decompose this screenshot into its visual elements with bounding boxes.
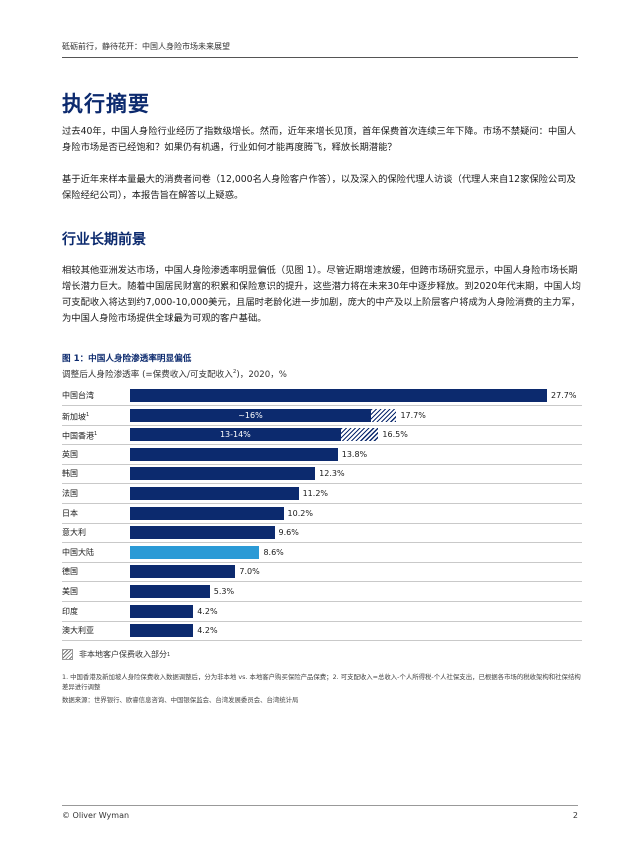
value-label: 10.2% [287,508,313,518]
legend-sup: 1 [167,651,171,658]
category-label: 中国台湾 [62,389,94,402]
bar [130,506,284,520]
row-divider [62,522,582,524]
category-label-text: 美国 [62,587,78,596]
category-label-text: 法国 [62,489,78,498]
running-header: 砥砺前行，静待花开：中国人身险市场未来展望 [62,42,230,51]
value-label: 17.7% [400,410,426,420]
category-label: 中国大陆 [62,546,94,559]
value-label: 12.3% [319,469,345,479]
row-divider [62,640,582,642]
row-divider [62,601,582,602]
local-share-label: 13-14% [219,430,251,440]
bar [130,585,210,598]
section-title: 行业长期前景 [62,232,146,248]
value-label: 4.2% [197,626,218,636]
non-local-hatch-segment [340,428,379,442]
category-label-text: 印度 [62,606,78,616]
value-label: 9.6% [278,528,299,538]
value-label: 4.2% [197,606,218,616]
category-label-text: 中国台湾 [62,391,94,400]
bar: 13-14% [130,428,379,442]
row-divider [62,561,582,563]
figure-footnote: 1. 中国香港及新加坡人身险保费收入数据调整后，分为非本地 vs. 本地客户购买… [62,673,581,691]
chart-legend: 非本地客户保费收入部分 1 [62,649,170,660]
bar [130,467,316,481]
category-label-text: 澳大利亚 [62,626,94,636]
non-local-hatch-segment [370,408,397,422]
category-label: 法国 [62,487,78,500]
category-label-text: 日本 [62,508,78,518]
intro-paragraph-2: 基于近年来样本量最大的消费者问卷（12,000名人身险客户作答），以及深入的保险… [62,174,576,201]
category-footnote-marker: 1 [86,411,90,418]
category-label: 印度 [62,605,78,618]
figure-subtitle: 调整后人身险渗透率 (=保费收入/可支配收入2)，2020，% [62,368,287,380]
data-source: 数据来源：世界银行、欧睿信息咨询、中国银保监会、台湾发展委员会、台湾统计局 [62,696,299,704]
value-label: 5.3% [213,587,235,596]
category-label-text: 德国 [62,567,78,577]
row-divider [62,503,582,504]
category-label: 英国 [62,448,78,461]
intro-paragraph-1: 过去40年，中国人身险行业经历了指数级增长。然而，近年来增长见顶，首年保费首次连… [62,126,576,153]
category-label-text: 新加坡 [62,412,86,422]
value-label: 16.5% [382,430,408,440]
value-label: 13.8% [341,449,368,459]
row-divider [62,424,582,426]
bar [130,389,547,402]
value-label: 8.6% [263,547,284,557]
category-label: 美国 [62,585,78,598]
footer-copyright: © Oliver Wyman [62,811,130,820]
bar [130,487,299,500]
category-label-text: 中国大陆 [62,547,94,557]
value-label: 27.7% [551,391,577,400]
row-divider [62,463,582,465]
bar [130,624,194,638]
figure-title: 图 1：中国人身险渗透率明显偏低 [62,354,192,364]
footer-divider [62,805,578,806]
legend-label: 非本地客户保费收入部分 [79,650,167,659]
row-divider [62,444,582,446]
bar [130,545,260,559]
category-label-text: 中国香港 [62,431,94,441]
header-divider [62,57,578,58]
local-share-label: ~16% [238,410,263,420]
row-divider [62,483,582,485]
row-divider [62,405,582,406]
row-divider [62,581,582,583]
hatch-swatch-icon [62,649,73,660]
row-divider [62,620,582,622]
bar [130,447,338,461]
category-footnote-marker: 1 [94,431,98,438]
category-label-text: 意大利 [62,528,86,538]
section-paragraph: 相较其他亚洲发达市场，中国人身险渗透率明显偏低（见图 1）。尽管近期增速放缓，但… [62,265,581,324]
category-label: 澳大利亚 [62,624,94,637]
category-label: 韩国 [62,467,78,480]
category-label: 德国 [62,565,78,578]
bar [130,565,236,579]
figure-subtitle-sup: 2 [232,369,237,376]
category-label: 中国香港1 [62,428,97,443]
category-label: 意大利 [62,526,86,539]
category-label: 新加坡1 [62,409,89,424]
category-label-text: 韩国 [62,469,78,479]
category-label-text: 英国 [62,449,78,459]
figure-subtitle-main: 调整后人身险渗透率 (=保费收入/可支配收入 [62,370,233,380]
page-number: 2 [572,811,578,820]
penetration-bar-chart: 中国台湾 27.7% 新加坡1 ~16% 17.7% 中国香港1 13-14% 16.5% 英国… [62,386,582,646]
value-label: 11.2% [302,489,329,498]
row-divider [62,542,582,544]
figure-subtitle-tail: )，2020，% [236,370,287,380]
value-label: 7.0% [239,567,260,577]
bar [130,526,275,540]
bar: ~16% [130,408,397,422]
bar [130,604,194,618]
page-title: 执行摘要 [62,92,150,116]
category-label: 日本 [62,507,78,520]
